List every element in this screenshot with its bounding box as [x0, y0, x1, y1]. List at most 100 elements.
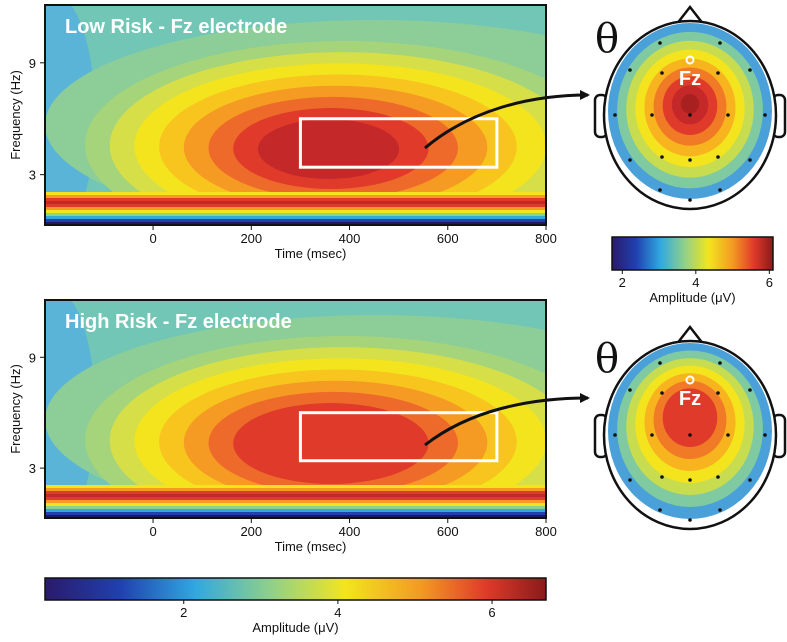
electrode-fz [685, 55, 695, 65]
electrode [628, 478, 632, 482]
electrode [688, 158, 692, 162]
heat-stripe [45, 198, 546, 202]
electrode [628, 388, 632, 392]
electrode [718, 361, 722, 365]
electrode [660, 71, 664, 75]
x-tick-label: 0 [149, 231, 156, 246]
electrode [748, 388, 752, 392]
colorbar-label: Amplitude (μV) [649, 290, 735, 305]
colorbar-tick-label: 4 [334, 605, 341, 620]
heat-stripe [45, 491, 546, 495]
colorbar-tick-label: 2 [180, 605, 187, 620]
electrode [748, 68, 752, 72]
arrow [424, 90, 590, 150]
colorbar [611, 236, 774, 271]
y-axis-label: Frequency (Hz) [8, 70, 23, 160]
electrode [660, 475, 664, 479]
x-tick-label: 800 [535, 231, 557, 246]
arrow [424, 393, 590, 447]
band-symbol: θ [595, 16, 619, 62]
electrode [716, 475, 720, 479]
y-tick-label: 3 [29, 168, 36, 183]
heatmap [45, 300, 546, 518]
electrode [716, 71, 720, 75]
y-axis-label: Frequency (Hz) [8, 364, 23, 454]
x-tick-label: 0 [149, 524, 156, 539]
frame [44, 4, 547, 226]
electrode [628, 158, 632, 162]
topo-contour [662, 388, 718, 447]
electrode [658, 361, 662, 365]
electrode [688, 433, 692, 437]
heat-contour [257, 119, 400, 179]
colorbar [44, 577, 547, 601]
heat-stripe [45, 195, 546, 199]
heat-stripe [45, 494, 546, 498]
electrode [748, 478, 752, 482]
head [602, 19, 778, 211]
heat-stripe [45, 512, 546, 516]
panel-title: Low Risk - Fz electrode [65, 16, 287, 38]
x-axis-label: Time (msec) [275, 539, 347, 554]
frame [44, 299, 547, 519]
colorbar-tick-label: 4 [692, 275, 699, 290]
heat-stripe [45, 485, 546, 489]
heat-stripe [45, 201, 546, 205]
y-tick-label: 9 [29, 350, 36, 365]
heat-stripe [45, 515, 546, 518]
electrode [658, 188, 662, 192]
heat-stripe [45, 500, 546, 504]
x-tick-label: 600 [437, 231, 459, 246]
electrode [628, 68, 632, 72]
electrode [763, 433, 767, 437]
electrode-label: Fz [679, 388, 701, 410]
topo-contour [680, 94, 700, 114]
heat-stripe [45, 216, 546, 220]
electrode [650, 433, 654, 437]
x-tick-label: 800 [535, 524, 557, 539]
electrode [716, 391, 720, 395]
electrode-fz [685, 375, 695, 385]
window [298, 117, 499, 169]
electrode [763, 113, 767, 117]
heat-stripe [45, 204, 546, 208]
heat-stripe [45, 506, 546, 510]
panel-title: High Risk - Fz electrode [65, 311, 292, 333]
heat-stripe [45, 192, 546, 196]
electrode [726, 433, 730, 437]
heat-stripe [45, 213, 546, 217]
heatmap [45, 5, 546, 225]
x-tick-label: 400 [339, 524, 361, 539]
electrode [718, 508, 722, 512]
heat-stripe [45, 488, 546, 492]
heat-contour [233, 403, 429, 484]
head [602, 339, 778, 531]
x-tick-label: 200 [240, 524, 262, 539]
electrode [748, 158, 752, 162]
heat-stripe [45, 210, 546, 214]
window [298, 411, 499, 463]
electrode [660, 155, 664, 159]
y-tick-label: 9 [29, 56, 36, 71]
electrode [650, 113, 654, 117]
electrode [688, 478, 692, 482]
electrode [613, 433, 617, 437]
x-tick-label: 200 [240, 231, 262, 246]
electrode [660, 391, 664, 395]
band-symbol: θ [595, 336, 619, 382]
electrode [688, 518, 692, 522]
y-tick-label: 3 [29, 461, 36, 476]
colorbar-tick-label: 6 [766, 275, 773, 290]
heat-stripe [45, 219, 546, 223]
heat-stripe [45, 503, 546, 507]
electrode [718, 41, 722, 45]
colorbar-tick-label: 6 [488, 605, 495, 620]
colorbar-label: Amplitude (μV) [252, 620, 338, 635]
x-tick-label: 400 [339, 231, 361, 246]
electrode [688, 198, 692, 202]
electrode [658, 41, 662, 45]
heat-stripe [45, 207, 546, 211]
electrode [718, 188, 722, 192]
electrode [658, 508, 662, 512]
